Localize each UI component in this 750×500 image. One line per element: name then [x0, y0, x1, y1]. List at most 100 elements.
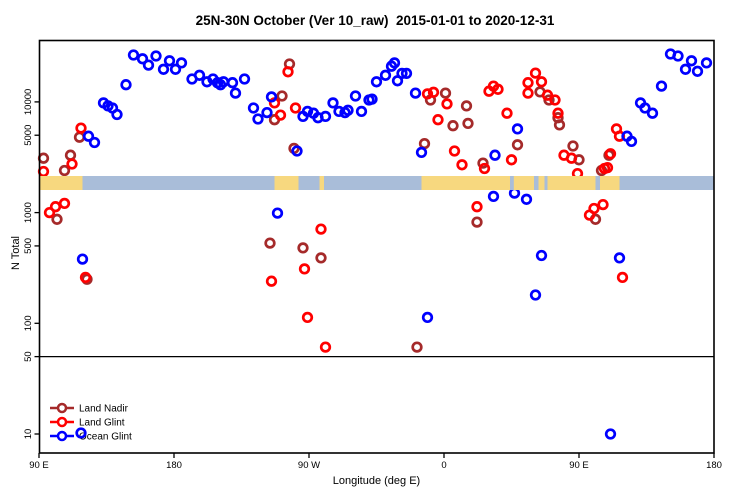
x-tick-label: 90 E: [569, 460, 589, 471]
data-point: [229, 87, 242, 99]
data-point: [319, 110, 332, 123]
data-point: [261, 106, 273, 119]
data-point: [193, 69, 206, 81]
data-point: [511, 139, 524, 151]
y-tick-label: 100: [23, 315, 34, 331]
legend-item-ocean-glint: Ocean Glint: [50, 430, 132, 443]
data-point: [613, 252, 626, 264]
strip-segment-ocean: [298, 176, 320, 190]
data-point: [37, 165, 50, 178]
data-point: [252, 113, 264, 125]
data-point: [289, 102, 302, 114]
legend-label: Land Nadir: [79, 404, 129, 415]
data-point: [541, 89, 554, 101]
data-point: [75, 427, 87, 439]
strip-segment-ocean: [534, 176, 539, 190]
strip-segment-ocean: [544, 176, 548, 190]
data-point: [79, 271, 92, 284]
y-tick-label: 500: [23, 238, 34, 254]
data-point: [552, 107, 564, 119]
x-axis: 90 E 180 90 W 0 90 E 180: [29, 453, 722, 471]
data-point: [549, 94, 561, 106]
legend-point-icon: [56, 430, 68, 442]
data-point: [291, 145, 303, 157]
data-point: [492, 83, 504, 95]
points-ocean-glint: [75, 48, 713, 440]
data-point: [522, 77, 534, 89]
data-point: [501, 107, 513, 119]
x-tick-label: 0: [441, 460, 446, 471]
data-point: [672, 50, 684, 62]
data-point: [120, 79, 132, 91]
data-point: [487, 190, 500, 203]
data-point: [388, 57, 401, 69]
data-point: [370, 76, 383, 88]
data-point: [411, 341, 423, 353]
data-point: [522, 87, 534, 99]
x-tick-label: 90 E: [29, 460, 49, 471]
data-point: [301, 105, 314, 118]
data-point: [520, 193, 533, 205]
y-tick-label: 10: [23, 429, 34, 440]
data-point: [604, 148, 617, 160]
data-point: [319, 341, 332, 353]
data-point: [565, 152, 578, 164]
y-tick-label: 10000: [23, 89, 34, 115]
legend-point-icon: [56, 402, 68, 414]
plot-border: [38, 39, 715, 454]
data-point: [43, 206, 56, 219]
data-point: [238, 73, 251, 85]
data-point: [396, 67, 408, 80]
legend-item-land-glint: Land Glint: [50, 416, 125, 429]
x-tick-label: 180: [166, 460, 182, 471]
strip-segment-land: [319, 176, 324, 190]
data-point: [691, 65, 704, 77]
data-point: [175, 57, 188, 69]
strip-segment-land: [39, 176, 83, 190]
data-point: [127, 49, 140, 61]
data-point: [163, 55, 176, 67]
data-point: [511, 123, 524, 135]
data-point: [553, 119, 566, 131]
data-point: [685, 55, 698, 67]
data-point: [700, 57, 713, 69]
strip-segment-ocean: [510, 176, 514, 190]
data-point: [214, 79, 227, 91]
data-point: [604, 428, 617, 440]
data-point: [64, 149, 77, 161]
data-point: [477, 157, 489, 169]
data-point: [142, 59, 155, 71]
data-point: [297, 242, 309, 254]
data-point: [169, 63, 182, 75]
data-point: [478, 162, 491, 175]
data-point: [66, 158, 78, 170]
data-point: [625, 135, 638, 148]
data-point: [282, 66, 294, 78]
legend: Land Nadir Land Glint Ocean Glint: [50, 402, 132, 443]
land-ocean-strip: [39, 176, 714, 190]
data-point: [421, 88, 434, 100]
legend-point-icon: [56, 416, 68, 428]
data-point: [655, 80, 668, 92]
strip-segment-ocean: [595, 176, 600, 190]
strip-segment-ocean: [82, 176, 275, 190]
data-point: [379, 69, 392, 81]
data-point: [529, 67, 542, 79]
legend-label: Land Glint: [79, 418, 125, 429]
data-point: [400, 67, 413, 80]
data-point: [447, 120, 459, 132]
data-point: [51, 213, 63, 225]
data-point: [265, 91, 278, 103]
points-land-glint: [37, 66, 629, 353]
data-point: [639, 102, 651, 114]
data-point: [679, 63, 692, 75]
data-point: [598, 162, 611, 175]
data-point: [271, 207, 284, 219]
data-point: [349, 90, 362, 102]
data-point: [58, 197, 71, 210]
data-point: [418, 137, 431, 150]
data-point: [88, 136, 101, 149]
data-point: [529, 289, 542, 301]
data-point: [136, 53, 149, 65]
